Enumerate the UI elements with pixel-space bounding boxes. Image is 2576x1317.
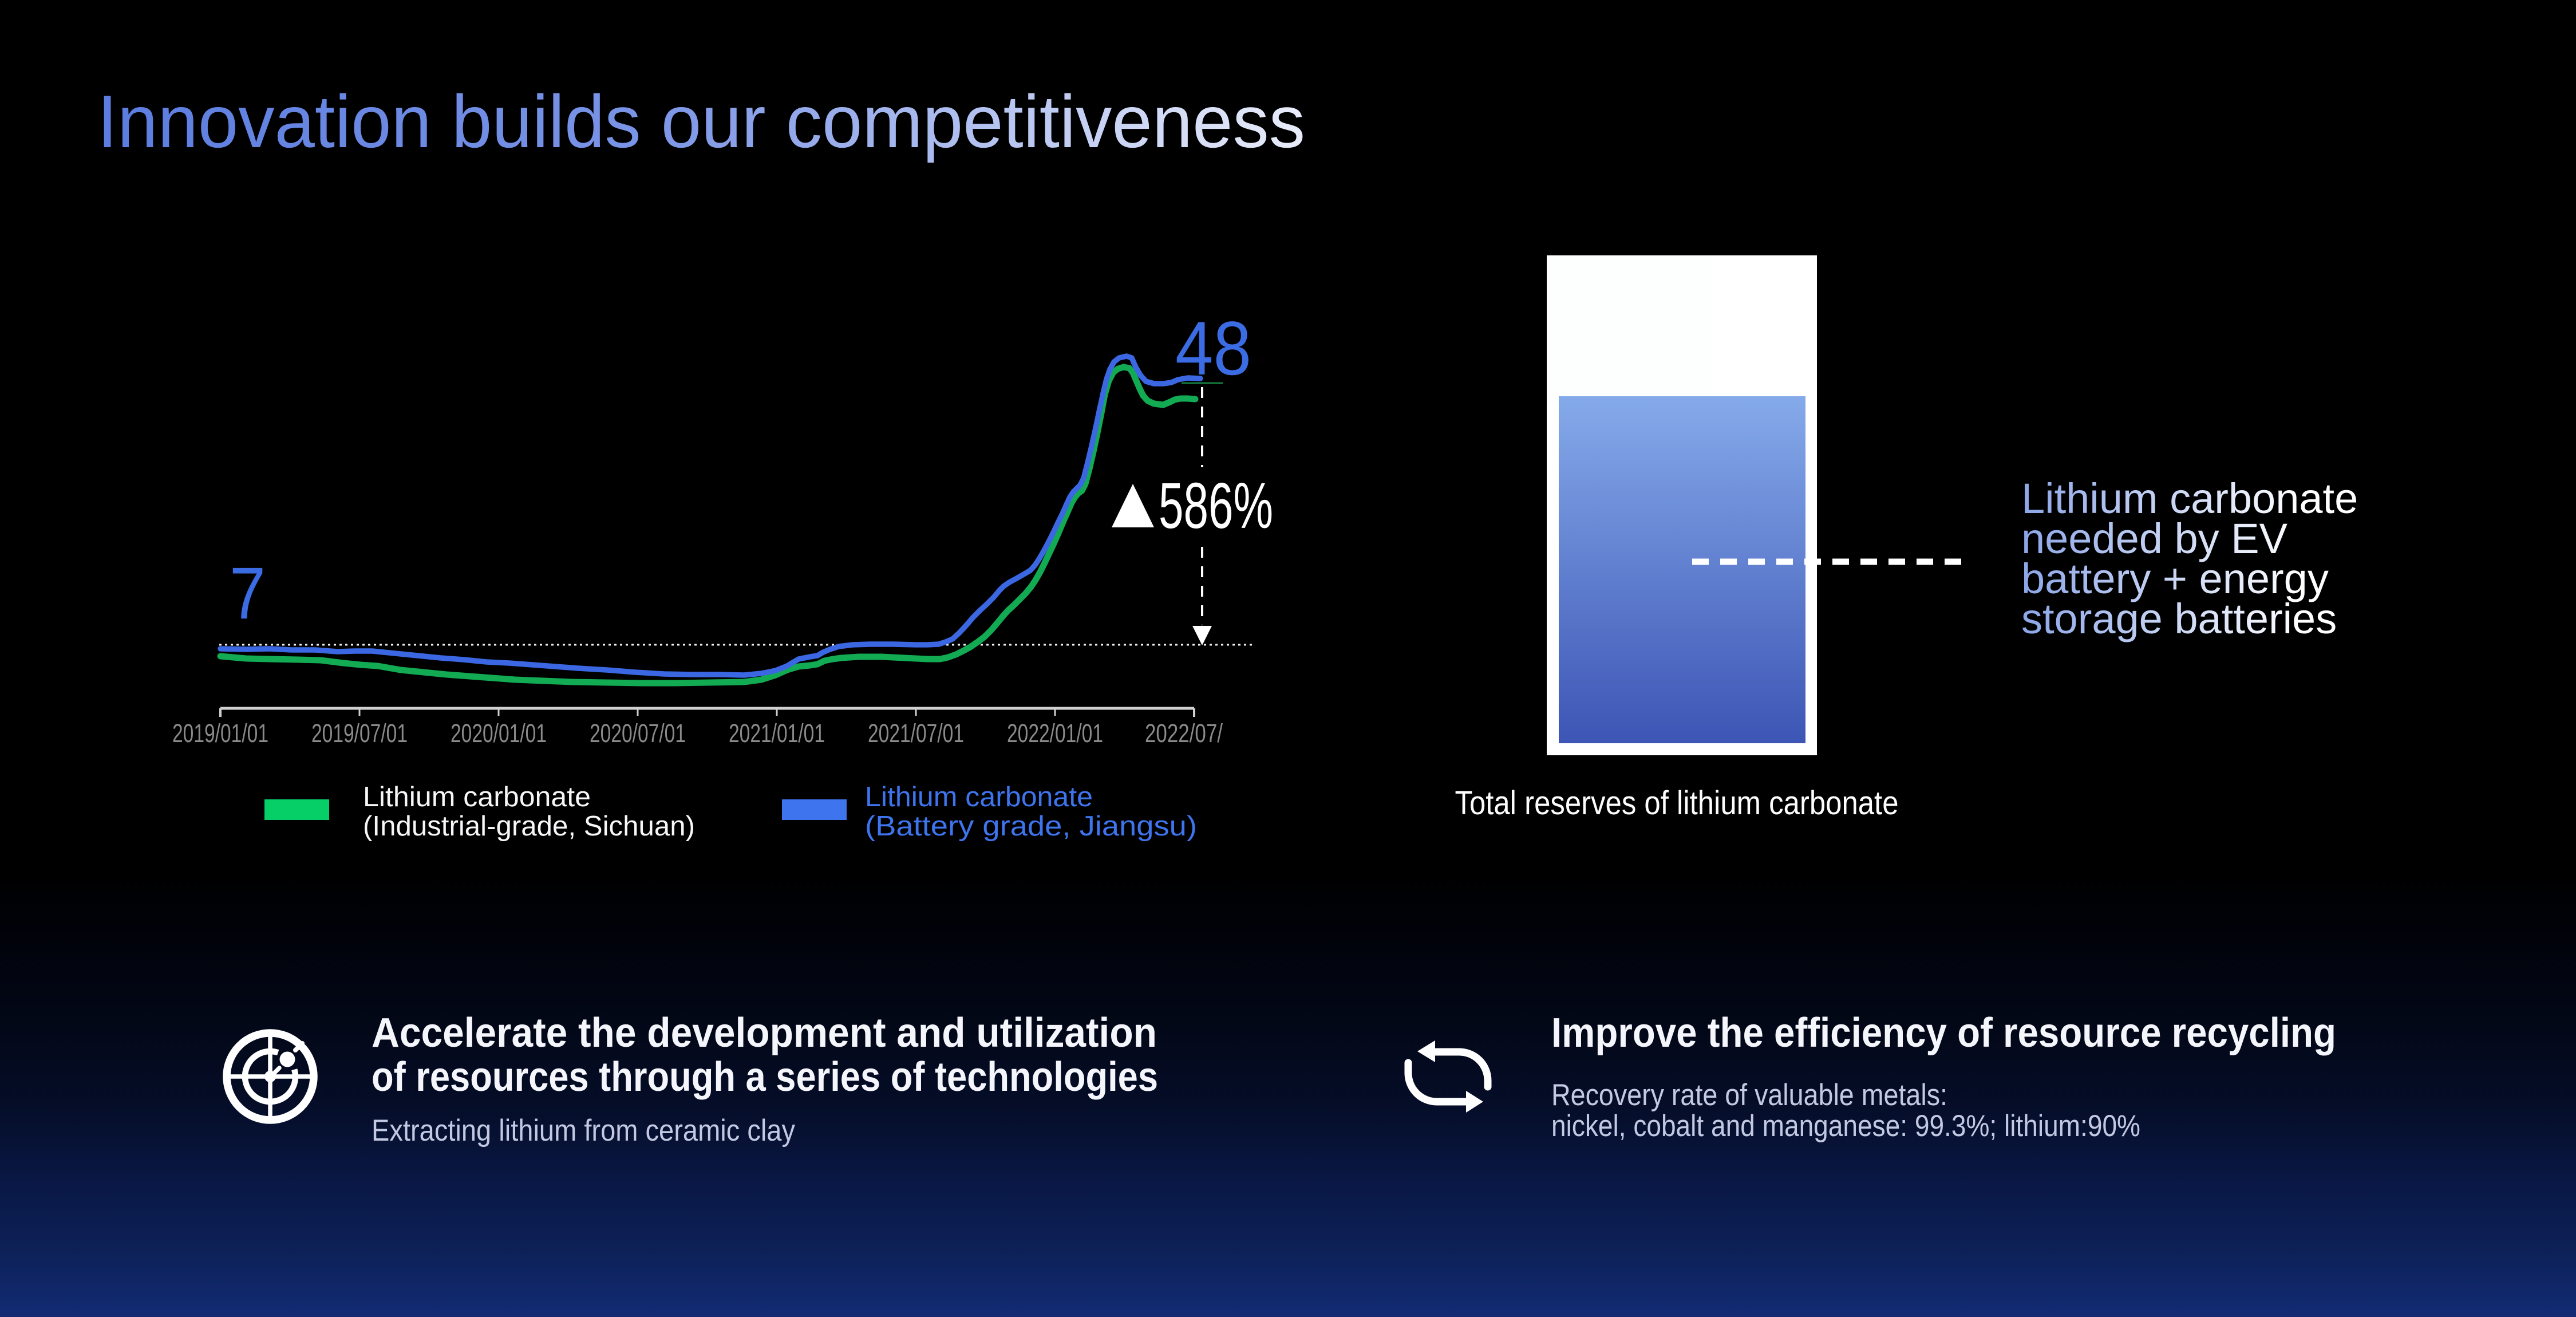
svg-text:Lithium carbonate: Lithium carbonate — [2021, 475, 2358, 522]
svg-text:Improve the efficiency of reso: Improve the efficiency of resource recyc… — [1551, 1010, 2336, 1056]
svg-text:586%: 586% — [1159, 470, 1273, 542]
svg-text:of resources through a series: of resources through a series of technol… — [372, 1054, 1158, 1100]
svg-text:needed by EV: needed by EV — [2021, 515, 2288, 562]
svg-text:2019/07/01: 2019/07/01 — [311, 719, 408, 748]
svg-text:(Industrial-grade, Sichuan): (Industrial-grade, Sichuan) — [363, 811, 695, 842]
svg-text:2020/07/01: 2020/07/01 — [590, 719, 686, 748]
svg-text:storage batteries: storage batteries — [2021, 595, 2337, 642]
svg-text:Total reserves of lithium carb: Total reserves of lithium carbonate — [1455, 784, 1899, 822]
svg-text:2019/01/01: 2019/01/01 — [172, 719, 268, 748]
svg-text:Accelerate the development and: Accelerate the development and utilizati… — [372, 1010, 1157, 1056]
svg-text:nickel, cobalt and manganese:: nickel, cobalt and manganese: 99.3%; lit… — [1551, 1109, 2140, 1143]
svg-text:2021/01/01: 2021/01/01 — [729, 719, 825, 748]
svg-text:2022/07/: 2022/07/ — [1145, 719, 1223, 748]
svg-text:Extracting lithium from cerami: Extracting lithium from ceramic clay — [372, 1114, 795, 1148]
svg-text:Innovation builds our competit: Innovation builds our competitiveness — [97, 80, 1305, 163]
svg-text:Lithium carbonate: Lithium carbonate — [865, 782, 1093, 813]
svg-text:Lithium carbonate: Lithium carbonate — [363, 782, 591, 813]
svg-text:Recovery rate of valuable meta: Recovery rate of valuable metals: — [1551, 1078, 1947, 1112]
svg-text:2020/01/01: 2020/01/01 — [451, 719, 547, 748]
svg-text:battery + energy: battery + energy — [2021, 555, 2329, 602]
svg-text:2022/01/01: 2022/01/01 — [1007, 719, 1103, 748]
svg-text:48: 48 — [1175, 306, 1251, 391]
svg-text:(Battery grade, Jiangsu): (Battery grade, Jiangsu) — [865, 811, 1197, 842]
svg-text:7: 7 — [230, 553, 266, 634]
svg-text:2021/07/01: 2021/07/01 — [868, 719, 964, 748]
